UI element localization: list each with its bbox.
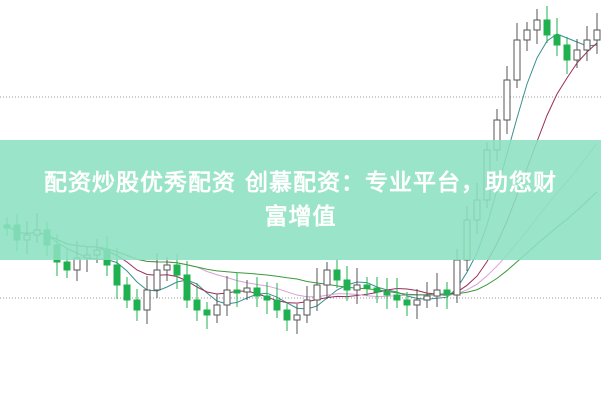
candle (503, 79, 511, 121)
candle (313, 284, 321, 301)
candle (263, 295, 271, 301)
candle (233, 289, 241, 294)
banner-title-line1: 配资炒股优秀配资 创慕配资：专业平台，助您财 (43, 170, 557, 196)
candle (393, 294, 401, 301)
candle (293, 314, 301, 321)
candle (583, 39, 591, 51)
candle (133, 299, 141, 311)
candle (423, 295, 431, 301)
candle (223, 289, 231, 306)
candle (273, 299, 281, 311)
candle (543, 19, 551, 36)
candle (243, 287, 251, 293)
candle (533, 19, 541, 31)
candle (563, 44, 571, 61)
candle (63, 261, 71, 271)
candle (153, 269, 161, 291)
candle (343, 279, 351, 291)
candle (553, 34, 561, 46)
candle (373, 287, 381, 293)
candle (353, 284, 361, 291)
candle (303, 299, 311, 316)
candle (513, 39, 521, 81)
candle (163, 264, 171, 271)
candle (323, 269, 331, 286)
candle (213, 304, 221, 316)
candle (453, 259, 461, 296)
candle (253, 287, 261, 297)
candle (183, 274, 191, 301)
candle (403, 299, 411, 306)
candle (143, 289, 151, 311)
candle (443, 289, 451, 296)
candle (523, 29, 531, 41)
title-banner: 配资炒股优秀配资 创慕配资：专业平台，助您财 富增值 (0, 140, 601, 260)
candle (573, 49, 581, 61)
candle (433, 289, 441, 297)
candle (193, 299, 201, 311)
candle (333, 269, 341, 281)
candle (203, 309, 211, 316)
candle (413, 299, 421, 306)
banner-title-line2: 富增值 (264, 204, 337, 230)
candle (363, 284, 371, 289)
candle (123, 284, 131, 301)
candle (593, 29, 601, 41)
candle (383, 291, 391, 296)
candle (173, 264, 181, 276)
candle (113, 264, 121, 286)
candle (283, 309, 291, 321)
